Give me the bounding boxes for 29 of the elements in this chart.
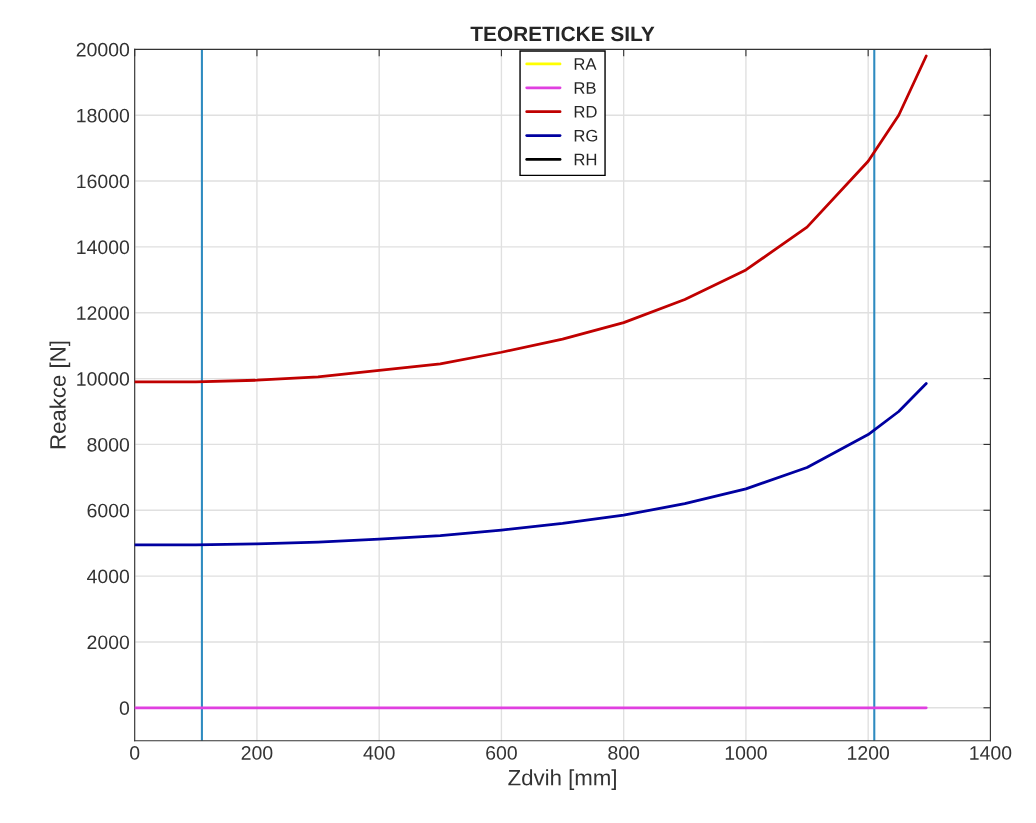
- x-tick-label: 400: [363, 746, 395, 760]
- line-series: [134, 54, 928, 384]
- x-tick-label: 1400: [970, 746, 1012, 760]
- legend-label: RB: [574, 82, 596, 94]
- y-tick-label: 4000: [87, 569, 130, 584]
- x-tick-label: 1200: [848, 746, 890, 760]
- y-tick-label: 6000: [87, 503, 130, 518]
- line-series: [134, 382, 928, 547]
- y-tick-label: 16000: [77, 174, 130, 189]
- legend-label: RA: [574, 58, 597, 70]
- y-tick-label: 0: [119, 701, 130, 716]
- x-axis-title: Zdvih [mm]: [508, 769, 616, 790]
- y-tick-label: 12000: [77, 306, 130, 320]
- legend-label: RH: [574, 153, 597, 166]
- y-tick-label: 8000: [87, 437, 130, 452]
- y-tick-label: 14000: [77, 240, 130, 255]
- y-axis-title: Reakce [N]: [49, 341, 71, 449]
- x-tick-label: 0: [130, 746, 140, 760]
- x-tick-label: 800: [608, 746, 640, 760]
- x-tick-label: 200: [241, 746, 273, 760]
- y-tick-label: 2000: [87, 635, 130, 650]
- y-tick-label: 18000: [77, 108, 130, 123]
- x-tick-label: 1000: [725, 746, 767, 760]
- y-tick-label: 10000: [77, 372, 130, 386]
- legend-label: RD: [574, 106, 597, 118]
- chart-title: TEORETICKE SILY: [470, 26, 655, 42]
- y-tick-label: 20000: [76, 42, 130, 57]
- legend-label: RG: [574, 129, 598, 142]
- x-tick-label: 600: [486, 746, 517, 760]
